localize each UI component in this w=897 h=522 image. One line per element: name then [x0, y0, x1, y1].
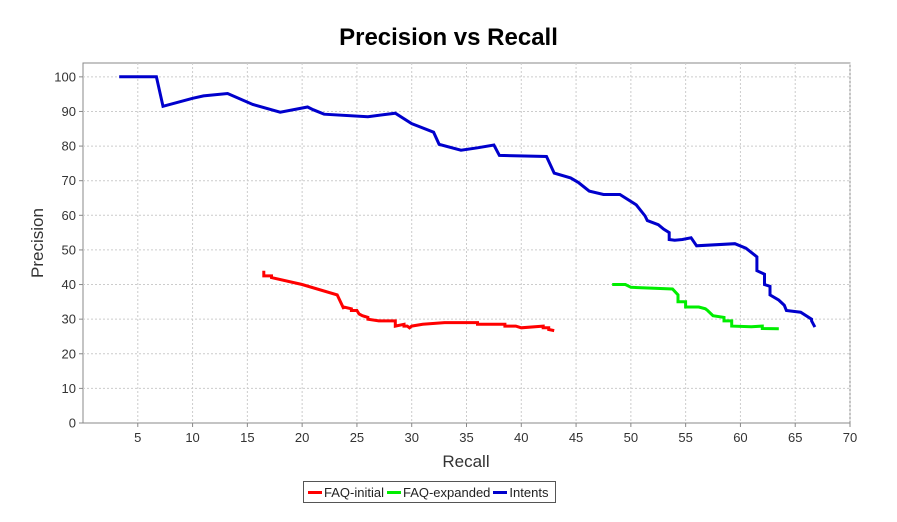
legend-swatch	[493, 490, 508, 494]
legend-label: FAQ-expanded	[402, 484, 491, 500]
y-axis-label: Precision	[28, 208, 47, 278]
x-tick-label: 70	[843, 430, 857, 445]
axis-ticks: 5 10 15 20 25 30 35 40 45 50 55 60 65 70 0 10 20 30 40 50 60…	[54, 69, 857, 445]
x-tick-label: 5	[134, 430, 141, 445]
y-tick-label: 0	[69, 416, 76, 431]
legend: FAQ-initial FAQ-expanded Intents	[303, 481, 557, 503]
chart-title: Precision vs Recall	[339, 24, 558, 51]
y-tick-label: 20	[62, 346, 76, 361]
y-tick-label: 100	[54, 69, 76, 84]
y-tick-label: 70	[62, 173, 76, 188]
x-tick-label: 55	[678, 430, 692, 445]
series-line-intents	[119, 75, 817, 328]
y-tick-label: 30	[62, 312, 76, 327]
series-line-faq-expanded	[612, 283, 779, 331]
legend-label: FAQ-initial	[324, 484, 384, 500]
x-tick-label: 15	[240, 430, 254, 445]
y-tick-label: 10	[62, 381, 76, 396]
x-tick-label: 20	[295, 430, 309, 445]
x-tick-label: 65	[788, 430, 802, 445]
legend-swatch	[308, 490, 322, 494]
x-tick-label: 35	[459, 430, 473, 445]
x-tick-label: 60	[733, 430, 747, 445]
legend-swatch	[386, 490, 401, 494]
y-tick-label: 40	[62, 277, 76, 292]
x-tick-label: 25	[350, 430, 364, 445]
legend-item-faq-initial: FAQ-initial	[308, 485, 384, 500]
legend-label: Intents	[509, 484, 549, 500]
legend-item-faq-expanded: FAQ-expanded	[386, 484, 491, 500]
x-tick-label: 10	[185, 430, 199, 445]
y-tick-label: 60	[62, 208, 76, 223]
legend-item-intents: Intents	[493, 485, 548, 500]
x-tick-label: 50	[624, 430, 638, 445]
y-tick-label: 90	[62, 104, 76, 119]
y-tick-label: 80	[62, 139, 76, 154]
x-tick-label: 40	[514, 430, 528, 445]
x-tick-label: 45	[569, 430, 583, 445]
series-line-faq-initial	[262, 270, 555, 333]
series-lines	[119, 75, 817, 333]
y-tick-label: 50	[62, 242, 76, 257]
x-axis-label: Recall	[442, 452, 489, 471]
x-tick-label: 30	[404, 430, 418, 445]
